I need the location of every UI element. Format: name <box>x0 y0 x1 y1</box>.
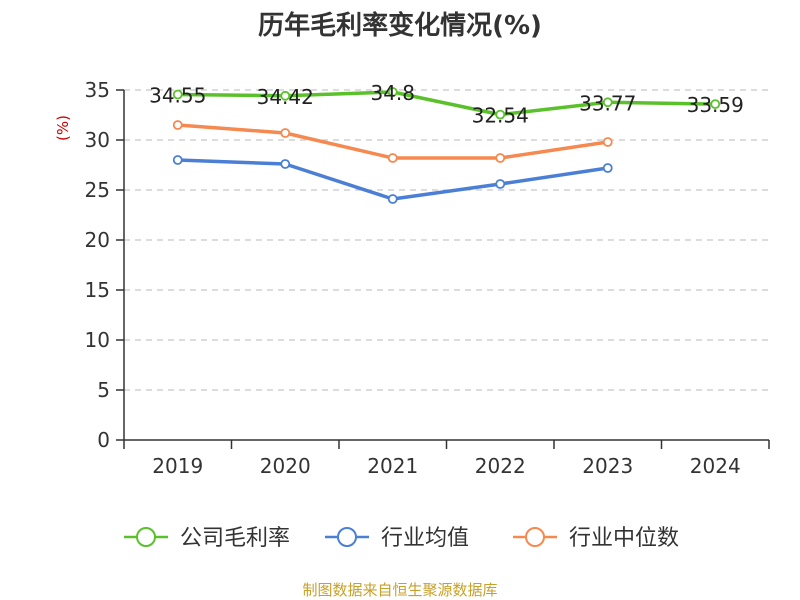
y-tick-label: 15 <box>85 278 110 302</box>
x-tick-label: 2020 <box>260 454 311 478</box>
series-line <box>177 158 609 201</box>
source-note: 制图数据来自恒生聚源数据库 <box>302 581 497 599</box>
legend-marker <box>525 527 545 547</box>
x-ticks: 2019 2020 2021 2022 2023 2024 <box>123 440 770 478</box>
y-tick-label: 25 <box>85 178 110 202</box>
legend-label: 公司毛利率 <box>180 526 290 551</box>
series-1 <box>172 155 613 204</box>
data-label: 33.59 <box>687 93 744 117</box>
y-tick-label: 35 <box>85 78 110 102</box>
data-point <box>172 89 183 100</box>
y-tick-label: 10 <box>85 328 110 352</box>
y-ticks: 0 5 10 15 20 25 30 35 <box>85 78 124 452</box>
series-line <box>177 123 609 160</box>
data-label: 32.54 <box>472 104 529 128</box>
x-tick-label: 2021 <box>367 454 418 478</box>
legend-marker <box>136 527 156 547</box>
data-point <box>495 109 506 120</box>
data-point <box>280 128 291 138</box>
series-layer: 34.55 34.42 34.8 32.54 33.77 33.59 <box>149 81 744 204</box>
x-tick-label: 2019 <box>152 454 203 478</box>
y-tick-label: 20 <box>85 228 110 252</box>
series-2 <box>172 120 613 163</box>
x-tick-label: 2022 <box>475 454 526 478</box>
y-tick-label: 5 <box>97 378 110 402</box>
series-line <box>177 90 716 117</box>
data-labels: 34.55 34.42 34.8 32.54 33.77 33.59 <box>149 81 744 128</box>
x-tick-label: 2023 <box>582 454 633 478</box>
legend-label: 行业中位数 <box>569 526 679 551</box>
legend-item-0: 公司毛利率 <box>124 526 290 551</box>
legend: 公司毛利率 行业均值 行业中位数 <box>124 526 679 551</box>
data-point <box>387 194 398 204</box>
data-point <box>495 179 506 189</box>
legend-label: 行业均值 <box>381 526 469 551</box>
data-point <box>280 90 291 101</box>
data-point <box>495 153 506 163</box>
y-tick-label: 30 <box>85 128 110 152</box>
data-label: 34.55 <box>149 84 206 108</box>
data-point <box>387 153 398 163</box>
legend-item-2: 行业中位数 <box>513 526 679 551</box>
y-tick-label: 0 <box>97 428 110 452</box>
data-point <box>602 97 613 108</box>
data-label: 34.8 <box>370 81 415 105</box>
data-point <box>172 120 183 130</box>
axes <box>123 90 769 441</box>
legend-item-1: 行业均值 <box>325 526 469 551</box>
data-label: 34.42 <box>257 85 314 109</box>
data-point <box>280 159 291 169</box>
series-0 <box>172 87 721 120</box>
legend-marker <box>337 527 357 547</box>
y-axis-label: (%) <box>54 115 72 141</box>
chart-title: 历年毛利率变化情况(%) <box>258 10 542 41</box>
data-point <box>602 137 613 147</box>
data-point <box>172 155 183 165</box>
x-tick-label: 2024 <box>690 454 741 478</box>
data-point <box>602 163 613 173</box>
data-point <box>387 87 398 97</box>
grid <box>124 89 769 391</box>
data-point <box>710 99 721 109</box>
data-label: 33.77 <box>579 91 636 115</box>
